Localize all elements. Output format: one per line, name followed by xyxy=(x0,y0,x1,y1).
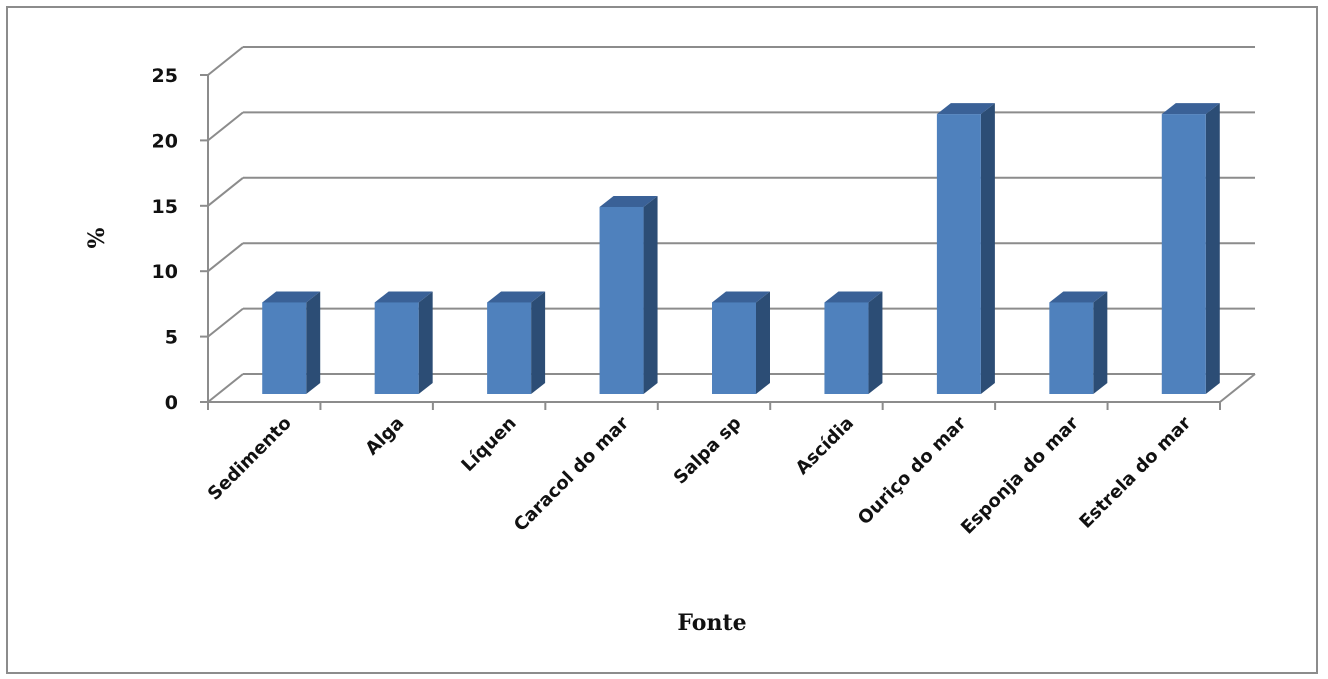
gridline-side xyxy=(207,373,244,403)
bar-side xyxy=(868,291,883,394)
axes xyxy=(200,74,1256,410)
bar-4 xyxy=(599,206,644,394)
y-tick-label: 25 xyxy=(152,65,178,87)
gridline-side xyxy=(207,46,244,76)
bar-6 xyxy=(824,302,869,394)
y-tick-label: 20 xyxy=(152,130,178,152)
x-category-label: Estrela do mar xyxy=(1075,413,1195,533)
gridline-side xyxy=(207,111,244,142)
bar-top xyxy=(374,291,433,303)
bar-side xyxy=(531,291,546,394)
bar-top xyxy=(599,195,658,207)
y-tick-label: 15 xyxy=(152,196,178,218)
x-category-label: Ascídia xyxy=(792,413,858,479)
x-category-label: Sedimento xyxy=(204,413,296,505)
bar-1 xyxy=(262,302,307,394)
x-category-label: Líquen xyxy=(457,413,520,476)
bar-top xyxy=(262,291,321,303)
bar-top xyxy=(712,291,770,303)
bar-top xyxy=(487,291,546,303)
x-category-label: Caracol do mar xyxy=(510,413,633,536)
floor-edge xyxy=(1219,373,1256,403)
bar-side xyxy=(418,291,433,394)
x-category-label: Esponja do mar xyxy=(957,413,1083,539)
bar-side xyxy=(1093,291,1108,394)
bar-side xyxy=(306,291,321,394)
gridline-side xyxy=(207,242,244,272)
x-category-label: Alga xyxy=(361,413,408,460)
bar-5 xyxy=(712,302,756,394)
bar-2 xyxy=(374,302,419,394)
y-tick-label: 10 xyxy=(152,261,178,283)
bar-top xyxy=(1161,103,1220,115)
bar-8 xyxy=(1049,302,1094,394)
y-tick-label: 0 xyxy=(165,392,178,414)
bar-side xyxy=(643,195,658,394)
bar-top xyxy=(936,103,995,115)
bar-9 xyxy=(1161,114,1206,394)
bar-top xyxy=(824,291,883,303)
x-category-label: Salpa sp xyxy=(670,413,746,489)
x-category-label: Ouriço do mar xyxy=(854,413,971,530)
bar-side xyxy=(980,103,995,394)
x-axis-title: Fonte xyxy=(677,610,746,636)
gridline-side xyxy=(207,177,244,207)
y-axis-title: % xyxy=(84,227,110,248)
gridline-side xyxy=(207,307,244,338)
bar-top xyxy=(1049,291,1108,303)
bar-side xyxy=(756,291,770,394)
bar-side xyxy=(1205,103,1220,394)
bar-7 xyxy=(936,114,981,394)
bar-3 xyxy=(487,302,532,394)
bars xyxy=(262,103,1220,394)
y-tick-label: 5 xyxy=(165,327,178,349)
